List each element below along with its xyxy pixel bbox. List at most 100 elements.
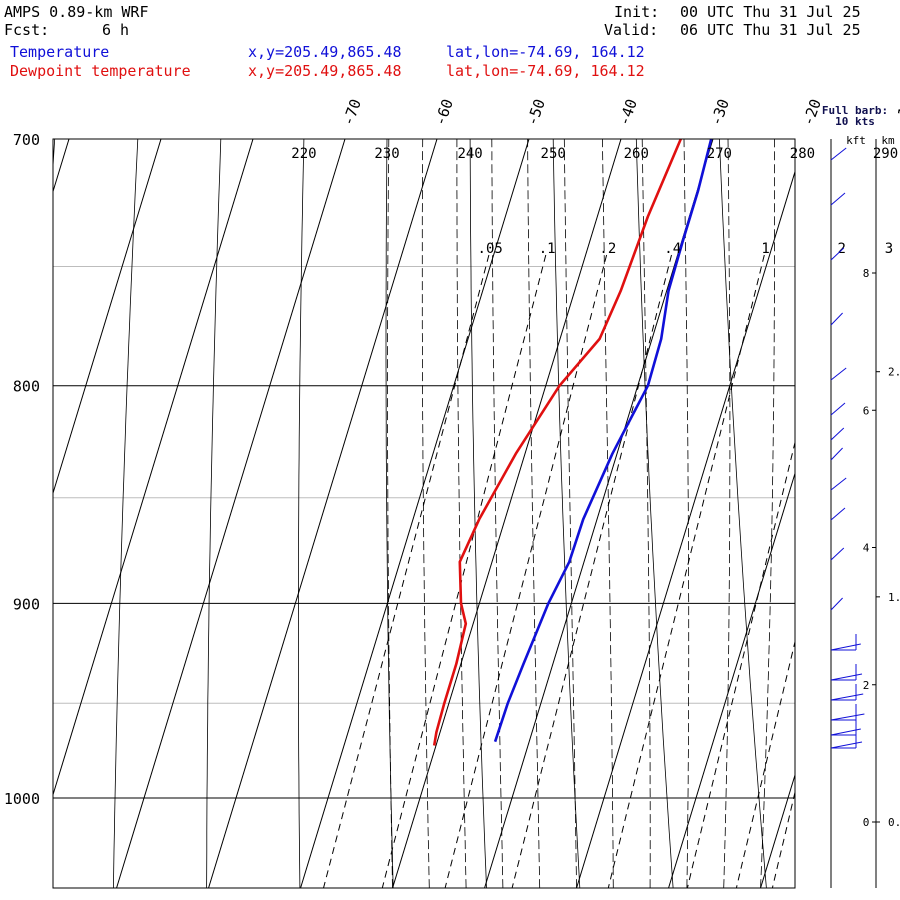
mixing-ratio-line	[381, 254, 547, 888]
dry-adiabat	[298, 139, 305, 888]
model-title: AMPS 0.89-km WRF	[4, 3, 149, 21]
moist-adiabat	[387, 139, 393, 888]
isotherm-line	[53, 139, 254, 797]
mixing-ratio-line	[323, 254, 490, 888]
legend-dewpoint-xy: x,y=205.49,865.48	[248, 62, 402, 80]
wind-barb	[830, 713, 865, 721]
moist-adiabat	[834, 85, 875, 888]
mixing-ratio-label: .05	[478, 241, 503, 257]
kft-tick-label: 6	[863, 404, 870, 417]
km-tick-label: 1.	[888, 591, 900, 604]
dry-adiabat-label: 220	[291, 146, 316, 162]
wind-barb	[830, 247, 845, 261]
legend-dewpoint-latlon: lat,lon=-74.69, 164.12	[446, 62, 645, 80]
dry-adiabat	[53, 139, 56, 174]
wind-barb	[830, 427, 845, 441]
mixing-ratio-line	[735, 639, 795, 888]
skewt-labels: 7008009001000-70-60-50-40-30-20-10022023…	[4, 97, 900, 808]
moist-adiabat	[641, 139, 651, 888]
plot-frame	[52, 138, 796, 889]
moist-adiabat	[527, 139, 541, 888]
wind-barb	[830, 693, 864, 701]
dry-adiabat	[385, 139, 394, 888]
mixing-ratio-line	[444, 254, 608, 888]
pressure-label-900: 900	[13, 595, 40, 613]
mixing-ratio-line	[686, 440, 795, 888]
wind-panel-title: Full barb:	[822, 104, 888, 117]
wind-barb	[830, 507, 846, 521]
isotherm-label: -10	[891, 97, 900, 129]
valid-time: 06 UTC Thu 31 Jul 25	[680, 21, 861, 39]
wind-barb	[830, 367, 847, 381]
moist-adiabat	[683, 139, 690, 888]
init-time: 00 UTC Thu 31 Jul 25	[680, 3, 861, 21]
dry-adiabat	[113, 139, 139, 888]
isotherm-label: -30	[707, 97, 733, 129]
mixing-ratio-line	[607, 254, 765, 888]
moist-adiabat	[421, 139, 430, 888]
kft-axis-label: kft	[846, 134, 866, 147]
wind-barb	[830, 741, 863, 749]
wind-barb	[830, 477, 847, 491]
kft-tick-label: 0	[863, 816, 870, 829]
mixing-ratio-label: .4	[664, 241, 681, 257]
dry-adiabat	[469, 139, 487, 888]
forecast-label: Fcst:	[4, 21, 50, 39]
dry-adiabat-label: 240	[457, 146, 482, 162]
wind-profile-panel: Full barb:10 kts kft km 0 2 4 6 8 0. 1. 2.	[822, 104, 900, 888]
mixing-ratio-line	[771, 790, 795, 888]
wind-panel-subtitle: 10 kts	[835, 115, 875, 128]
dry-adiabat	[552, 139, 581, 888]
isotherm-line	[208, 139, 438, 888]
pressure-label-700: 700	[13, 131, 40, 149]
km-tick-label: 0.	[888, 816, 900, 829]
wind-barb	[830, 192, 846, 206]
wind-barb	[830, 147, 847, 161]
skewt-grid	[53, 85, 900, 888]
legend-temperature-latlon: lat,lon=-74.69, 164.12	[446, 43, 645, 61]
isotherm-line	[668, 471, 795, 888]
km-axis-label: km	[881, 134, 895, 147]
isotherm-line	[392, 139, 622, 888]
temperature-line	[493, 139, 713, 743]
isotherm-label: -40	[615, 97, 641, 129]
init-label: Init:	[614, 3, 660, 21]
mixing-ratio-label: .2	[599, 241, 616, 257]
dry-adiabat	[719, 139, 767, 888]
isotherm-line	[300, 139, 530, 888]
dry-adiabat-label: 260	[624, 146, 649, 162]
km-tick-label: 2.	[888, 366, 900, 379]
dry-adiabat-label: 250	[541, 146, 566, 162]
mixing-ratio-label: 3	[885, 241, 893, 257]
legend-temperature-name: Temperature	[10, 43, 110, 61]
isotherm-line	[116, 139, 346, 888]
moist-adiabat	[563, 139, 577, 888]
forecast-hour: 6 h	[102, 21, 130, 39]
dry-adiabat	[206, 139, 222, 888]
moist-adiabat	[456, 139, 467, 888]
moist-adiabat	[760, 139, 776, 888]
isotherm-line	[53, 139, 162, 495]
moist-adiabat	[601, 139, 614, 888]
mixing-ratio-label: 2	[838, 241, 846, 257]
moist-adiabat	[491, 139, 504, 888]
wind-barb	[830, 597, 843, 611]
dry-adiabat-label: 290	[873, 146, 898, 162]
kft-tick-label: 4	[863, 542, 870, 555]
isotherm-line	[576, 170, 795, 888]
mixing-ratio-label: .1	[539, 241, 556, 257]
pressure-label-1000: 1000	[4, 790, 40, 808]
skewt-series-layer	[432, 139, 713, 746]
mixing-ratio-line	[511, 254, 672, 888]
wind-barb	[830, 447, 843, 461]
wind-barb	[830, 402, 846, 416]
moist-adiabat	[871, 85, 900, 888]
moist-adiabat	[723, 139, 731, 888]
kft-tick-label: 2	[863, 679, 870, 692]
legend-temperature-xy: x,y=205.49,865.48	[248, 43, 402, 61]
kft-tick-label: 8	[863, 267, 870, 280]
valid-label: Valid:	[604, 21, 659, 39]
isotherm-label: -60	[431, 97, 457, 129]
wind-barb	[830, 673, 863, 681]
